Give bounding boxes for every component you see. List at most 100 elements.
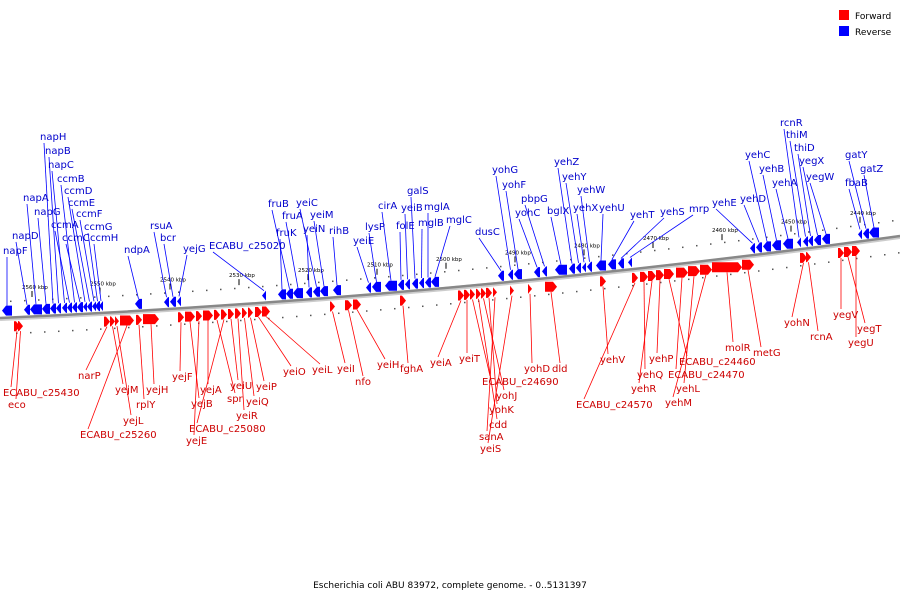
leader-line-rsuA [153,231,167,298]
guide-dot-top [696,244,698,247]
guide-dot-bottom [240,319,242,322]
guide-dot-top [682,246,684,249]
guide-dot-top [360,278,362,280]
leader-line-fghA [402,305,409,364]
gene-arrow-yeiI [330,301,335,312]
gene-label-yejG: yejG [183,244,206,255]
guide-dot-top [248,286,250,289]
gene-label-pbpG: pbpG [521,194,548,205]
leader-line-yejL [116,326,132,416]
gene-label-thiM: thiM [786,130,808,141]
gene-arrow-yeiC [313,286,320,297]
guide-dot-bottom [646,283,648,285]
guide-dot-bottom [856,257,858,260]
guide-dot-top [486,267,488,269]
guide-dot-top [150,293,152,295]
guide-dot-bottom [506,297,508,300]
gene-arrow-thiD [808,235,813,246]
guide-dot-bottom [618,286,620,288]
gene-label-yegW: yegW [806,172,834,183]
gene-arrow-bglX [555,264,567,275]
guide-dot-top [598,255,600,258]
leader-line-yejB [189,321,200,399]
gene-arrow-ccmB [72,302,77,313]
gene-arrow-yeiU [228,308,234,319]
guide-dot-top [752,238,754,240]
guide-dot-bottom [660,281,662,284]
gene-arrow-yehM [700,264,712,275]
leader-line-yehW [580,195,590,262]
gene-label-mglA: mglA [424,202,450,213]
gene-label-yejE: yejE [186,436,207,447]
gene-label-bcr: bcr [160,233,177,244]
guide-dot-top [122,294,124,297]
leader-line-gatZ [863,174,875,228]
guide-dot-top [24,299,26,302]
leader-line-gatY [848,160,867,229]
guide-dot-bottom [842,259,844,262]
gene-label-ccmC: ccmC [62,233,90,244]
gene-arrow-yejE [196,311,202,322]
gene-arrow-yeiB [405,279,410,290]
gene-arrow-yohC [534,267,540,278]
guide-dot-bottom [632,284,634,287]
leader-line-yohD [529,293,533,364]
guide-dot-top [290,283,292,286]
gene-label-yeiA: yeiA [430,358,452,369]
gene-arrow-yeiO [255,307,262,318]
guide-dot-top [514,264,516,266]
gene-label-yohC: yohC [515,208,540,219]
gene-arrow-yegT [844,247,852,258]
leader-line-galS [410,196,416,279]
gene-label-yehL: yehL [676,384,700,395]
leader-line-ECABU_c24470 [675,277,683,370]
guide-dot-bottom [674,280,676,282]
gene-arrow-mglA [425,277,431,288]
guide-dot-top [346,279,348,281]
gene-arrow-mglB [419,278,424,289]
leader-line-narP [85,326,108,371]
leader-line-yeiM [313,220,325,287]
guide-dot-top [206,289,208,292]
leader-line-cirA [381,211,392,281]
gene-arrow-napD [24,304,30,315]
guide-dot-bottom [394,307,396,310]
gene-arrow-napH [50,303,56,314]
gene-arrow-yegX [814,235,821,246]
leader-line-ccmD [67,196,86,302]
guide-dot-bottom [170,324,172,326]
legend: Forward Reverse [839,10,892,38]
guide-dot-top [738,239,740,242]
gene-label-mrp: mrp [689,204,709,215]
leader-line-yeiH [356,309,386,360]
gene-arrow-narP [104,316,110,327]
gene-label-yehM: yehM [665,398,692,409]
leader-line-yejM [112,326,124,385]
guide-dot-top [332,280,334,283]
label-leader-lines [6,128,875,444]
guide-dot-top [850,225,852,228]
gene-arrow-yeiM [320,286,328,297]
leader-line-ccmB [60,184,75,303]
leader-line-bglX [550,216,562,265]
guide-dot-bottom [226,320,228,323]
gene-arrow-ccmC [77,302,83,313]
guide-dot-top [108,295,110,298]
gene-label-yegT: yegT [857,324,882,335]
gene-arrow-yehY [576,262,581,273]
guide-dot-bottom [814,263,816,265]
guide-dot-bottom [744,271,746,274]
gene-label-yegV: yegV [833,310,858,321]
gene-label-yeiC: yeiC [296,198,318,209]
leader-line-rihB [332,236,338,286]
guide-dot-bottom [296,315,298,318]
leader-line-yehM [672,274,707,398]
gene-label-ndpA: ndpA [124,245,150,256]
guide-dot-top [654,249,656,252]
gene-arrow-yohG [508,269,513,280]
guide-dot-bottom [184,323,186,325]
leader-line-yeiU [230,318,239,381]
guide-dot-top [626,252,628,255]
gene-arrow-molR [712,262,742,273]
leader-line-ECABU_c25260 [87,325,128,430]
